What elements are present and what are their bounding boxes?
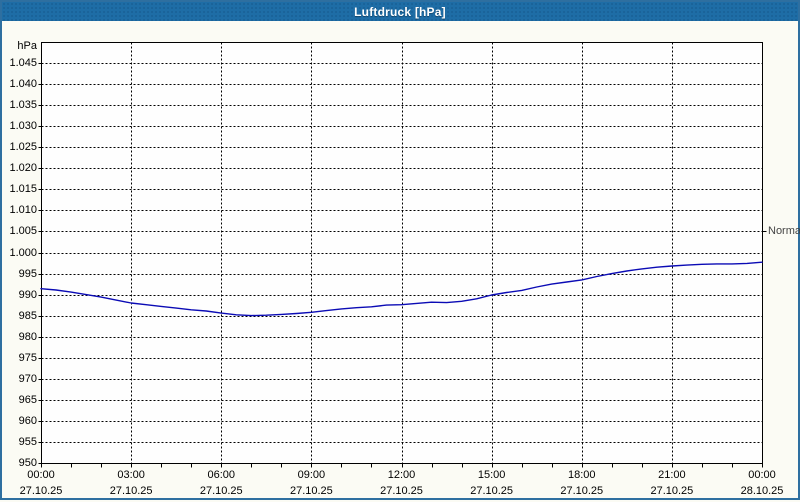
y-tick-label: 1.005 — [9, 225, 37, 238]
x-tick-time-label: 06:00 — [207, 469, 236, 481]
y-tick-label: 965 — [18, 393, 37, 406]
x-tick-date-label: 27.10.25 — [650, 485, 694, 497]
x-tick-date-label: 27.10.25 — [380, 485, 423, 497]
chart-area: hPa Normal 1.045 1.040 1.035 1.030 1.025 1.02… — [2, 21, 800, 498]
normal-marker-label: Normal — [768, 225, 800, 238]
x-tick-time-label: 09:00 — [297, 469, 326, 481]
pressure-line-chart — [38, 42, 767, 468]
window-title: Luftdruck [hPa] — [354, 4, 446, 19]
x-tick-date-label: 27.10.25 — [470, 485, 514, 497]
y-tick-label: 985 — [18, 309, 37, 322]
x-tick-date-label: 27.10.25 — [19, 485, 63, 497]
y-tick-label: 950 — [18, 457, 37, 469]
x-tick-time-label: 18:00 — [567, 469, 596, 481]
x-tick-date-label: 27.10.25 — [289, 485, 333, 497]
x-tick-time-label: 00:00 — [748, 469, 776, 481]
y-tick-label: 980 — [18, 330, 37, 343]
x-tick-time-label: 21:00 — [658, 469, 686, 481]
y-tick-label: 1.040 — [9, 78, 37, 91]
y-tick-label: 1.010 — [9, 204, 37, 217]
x-tick-time-label: 00:00 — [27, 469, 55, 481]
y-tick-label: 975 — [18, 351, 37, 364]
y-tick-label: 955 — [18, 435, 37, 448]
y-tick-label: 995 — [18, 267, 37, 280]
x-tick-date-label: 27.10.25 — [560, 485, 604, 497]
y-tick-label: 960 — [18, 414, 37, 427]
y-tick-label: 1.045 — [9, 57, 37, 70]
x-tick-time-label: 03:00 — [117, 469, 145, 481]
y-tick-label: 970 — [18, 372, 37, 385]
x-tick-date-label: 27.10.25 — [199, 485, 243, 497]
y-tick-label: 1.020 — [9, 162, 37, 175]
y-tick-label: 990 — [18, 288, 37, 301]
y-tick-label: 1.035 — [9, 99, 37, 112]
y-tick-label: 1.015 — [9, 183, 37, 196]
x-tick-date-label: 28.10.25 — [740, 485, 784, 497]
x-tick-date-label: 27.10.25 — [109, 485, 153, 497]
x-tick-time-label: 12:00 — [387, 469, 416, 481]
y-tick-label: 1.000 — [9, 246, 37, 259]
x-tick-time-label: 15:00 — [477, 469, 506, 481]
y-tick-label: 1.030 — [9, 120, 37, 133]
title-bar[interactable]: Luftdruck [hPa] — [2, 2, 798, 21]
y-axis-unit-label: hPa — [17, 40, 37, 52]
y-tick-label: 1.025 — [9, 141, 37, 154]
